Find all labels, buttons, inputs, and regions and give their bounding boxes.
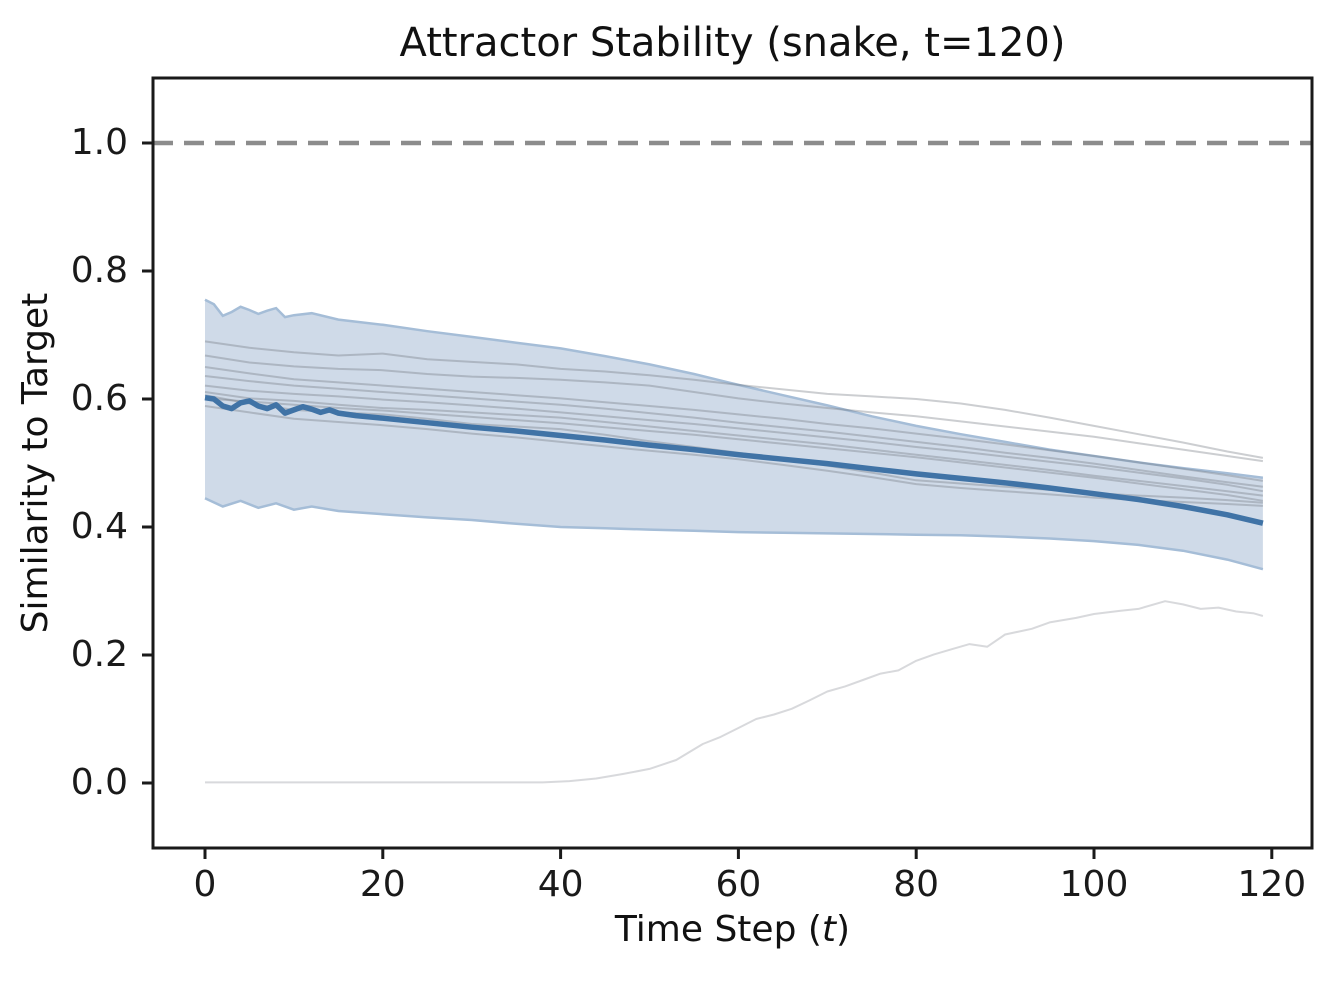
- x-tick-label: 0: [193, 864, 217, 905]
- x-tick-label: 60: [715, 864, 762, 905]
- run-line-3: [204, 375, 1264, 488]
- x-axis-label-variable: t: [821, 909, 837, 950]
- x-tick-label: 80: [893, 864, 940, 905]
- x-tick-label: 100: [1059, 864, 1129, 905]
- band-upper-edge: [204, 298, 1264, 479]
- band-lower-edge: [204, 497, 1264, 571]
- y-tick-label: 0.0: [70, 762, 128, 803]
- y-tick-label: 0.4: [70, 506, 128, 547]
- y-tick-label: 1.0: [70, 122, 128, 163]
- x-axis-label-suffix: ): [836, 909, 851, 950]
- outlier-run-line: [205, 600, 1264, 784]
- y-tick-label: 0.2: [70, 634, 128, 675]
- run-line-1: [204, 354, 1264, 463]
- x-axis-label: Time Step (t): [153, 908, 1312, 952]
- run-line-0: [204, 340, 1264, 459]
- run-line-5: [204, 391, 1264, 497]
- x-axis-label-prefix: Time Step (: [614, 909, 822, 950]
- y-tick-label: 0.6: [70, 378, 128, 419]
- y-tick-label: 0.8: [70, 250, 128, 291]
- confidence-band: [205, 299, 1263, 570]
- x-tick-label: 120: [1237, 864, 1307, 905]
- axes-spines: [151, 76, 1314, 850]
- run-line-6: [204, 397, 1264, 502]
- chart-title: Attractor Stability (snake, t=120): [399, 20, 1066, 66]
- x-tick-label: 20: [359, 864, 406, 905]
- mean-line: [204, 394, 1264, 526]
- run-line-7: [204, 405, 1263, 507]
- x-tick-label: 40: [537, 864, 584, 905]
- run-line-2: [204, 366, 1264, 482]
- run-line-4: [204, 384, 1264, 493]
